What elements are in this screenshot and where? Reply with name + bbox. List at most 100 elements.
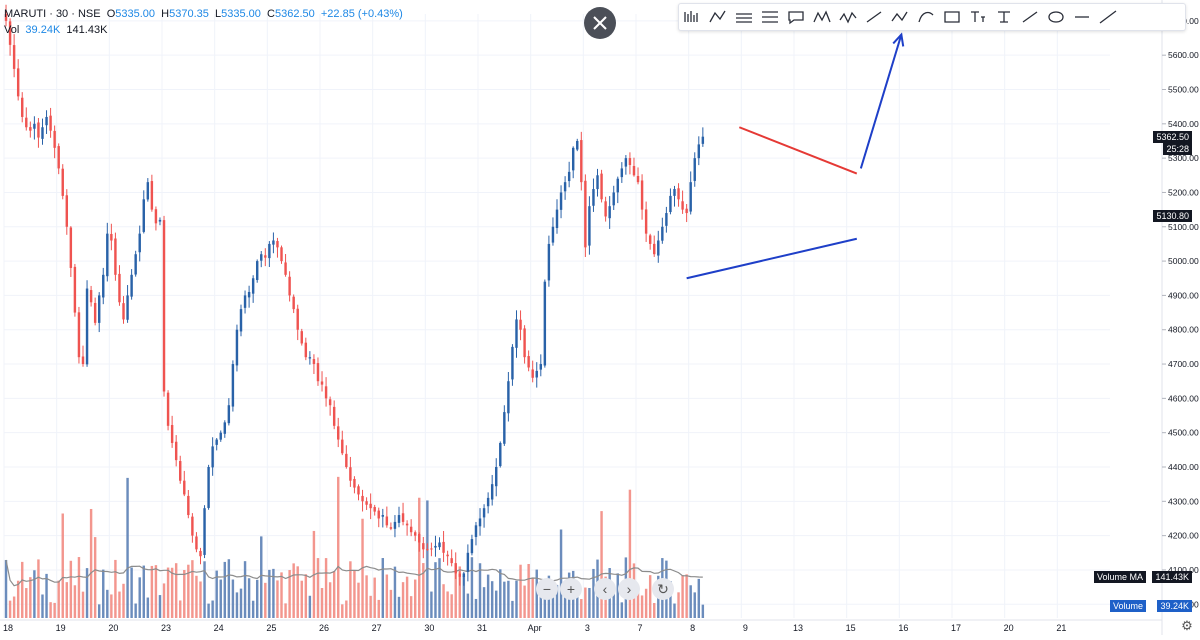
volume-bar bbox=[251, 600, 255, 618]
reset-chart-button[interactable]: ↻ bbox=[652, 578, 674, 600]
toolbar-button-abc-pattern[interactable] bbox=[887, 5, 913, 29]
volume-bar bbox=[4, 559, 8, 618]
volume-bar bbox=[332, 571, 336, 618]
toolbar-button-wave[interactable] bbox=[835, 5, 861, 29]
close-value: 5362.50 bbox=[274, 8, 315, 20]
time-axis[interactable]: 18 19 20 23 24 25 26 27 30 31 Apr 3 7 8 9 13 15 16 17 20 21 bbox=[0, 619, 1162, 633]
toolbar-button-xabcd-pattern[interactable] bbox=[809, 5, 835, 29]
volume-bar bbox=[114, 559, 117, 618]
volume-bar bbox=[37, 559, 40, 618]
candle-body bbox=[134, 254, 137, 275]
candle-body bbox=[450, 558, 453, 564]
candle-body bbox=[195, 536, 198, 550]
scroll-right-button[interactable]: › bbox=[618, 578, 640, 600]
volume-bar bbox=[478, 563, 482, 618]
volume-bar bbox=[499, 569, 502, 618]
volume-bar bbox=[426, 500, 429, 618]
toolbar-button-trend-line[interactable] bbox=[861, 5, 887, 29]
volume-bar bbox=[559, 529, 563, 618]
vol-label[interactable]: Vol bbox=[4, 24, 20, 36]
candle-body bbox=[207, 467, 210, 508]
candle-body bbox=[316, 363, 320, 382]
low-label: L bbox=[215, 8, 222, 20]
volume-bar bbox=[636, 587, 640, 618]
pitchfork-icon bbox=[762, 11, 778, 23]
toolbar-button-rectangle[interactable] bbox=[939, 5, 965, 29]
candle-body bbox=[478, 518, 482, 527]
toolbar-button-callout[interactable] bbox=[783, 5, 809, 29]
volume-bar bbox=[669, 581, 672, 618]
drawings[interactable] bbox=[686, 32, 905, 280]
close-button[interactable] bbox=[584, 7, 616, 39]
toolbar-button-ellipse[interactable] bbox=[1043, 5, 1069, 29]
candle-body bbox=[543, 281, 547, 366]
volume-bar bbox=[341, 604, 344, 618]
volume-bar bbox=[349, 561, 352, 618]
candle-body bbox=[657, 240, 660, 256]
volume-ma-tag-label: Volume MA bbox=[1093, 571, 1146, 583]
toolbar-button-horizontal-ray[interactable] bbox=[1069, 5, 1095, 29]
legend: MARUTI · 30 · NSE O5335.00 H5370.35 L533… bbox=[4, 6, 403, 38]
volume-bar bbox=[677, 592, 680, 618]
candle-body bbox=[486, 497, 490, 507]
volume-bar bbox=[397, 596, 401, 618]
candle-body bbox=[219, 432, 222, 440]
volume-bar bbox=[300, 580, 303, 618]
volume-bar bbox=[446, 591, 449, 618]
candle-body bbox=[608, 206, 611, 219]
volume-bar bbox=[648, 575, 652, 618]
volume-bar bbox=[701, 604, 705, 618]
candle-body bbox=[648, 235, 652, 244]
zoom-out-button[interactable]: − bbox=[536, 578, 558, 600]
toolbar-button-ray[interactable] bbox=[1017, 5, 1043, 29]
candle-body bbox=[499, 442, 502, 467]
price-axis[interactable]: 4000.004100.004200.004300.004400.004500.… bbox=[1161, 0, 1199, 635]
toolbar-button-extended-line[interactable] bbox=[1095, 5, 1121, 29]
toolbar-button-cursor-text[interactable] bbox=[991, 5, 1017, 29]
price-tick-label: 5200.00 bbox=[1168, 187, 1199, 197]
toolbar-button-curve[interactable] bbox=[913, 5, 939, 29]
toolbar-button-bars-pattern[interactable] bbox=[679, 5, 705, 29]
volume-bar bbox=[345, 600, 348, 618]
volume-bar bbox=[539, 585, 543, 618]
volume-bar bbox=[272, 568, 275, 618]
legend-symbol[interactable]: MARUTI · 30 · NSE bbox=[4, 8, 101, 20]
candle-body bbox=[57, 146, 60, 169]
drawing-toolbar bbox=[678, 3, 1186, 31]
candle-body bbox=[385, 516, 389, 526]
candle-body bbox=[130, 274, 133, 297]
toolbar-button-abcd-pattern[interactable] bbox=[705, 5, 731, 29]
volume-bar bbox=[381, 558, 385, 618]
volume-bar bbox=[653, 602, 656, 618]
volume-bar bbox=[580, 599, 583, 618]
candle-body bbox=[653, 243, 656, 255]
close-label: C bbox=[267, 8, 275, 20]
candle-body bbox=[16, 68, 20, 97]
candle-body bbox=[507, 381, 510, 414]
scroll-left-button[interactable]: ‹ bbox=[594, 578, 616, 600]
candle-body bbox=[45, 116, 48, 126]
volume-bar bbox=[126, 477, 129, 618]
toolbar-button-pitchfork[interactable] bbox=[757, 5, 783, 29]
candle-body bbox=[409, 526, 413, 533]
price-tick-label: 5000.00 bbox=[1168, 256, 1199, 266]
volume-bar bbox=[612, 589, 615, 618]
candle-body bbox=[118, 273, 121, 303]
volume-bar bbox=[255, 579, 259, 618]
candle-body bbox=[239, 309, 243, 332]
vol-value: 39.24K bbox=[25, 24, 61, 36]
candle-body bbox=[373, 507, 376, 512]
volume-bar bbox=[12, 596, 16, 618]
volume-bar bbox=[268, 569, 271, 618]
time-tick-label: 23 bbox=[161, 623, 171, 633]
abcd-pattern-icon bbox=[709, 10, 726, 23]
candle-body bbox=[596, 175, 599, 190]
settings-gear-icon[interactable]: ⚙ bbox=[1181, 618, 1193, 633]
volume-bar bbox=[195, 575, 198, 618]
toolbar-button-parallel-channel[interactable] bbox=[731, 5, 757, 29]
candle-body bbox=[328, 399, 332, 406]
toolbar-button-text-tool[interactable] bbox=[965, 5, 991, 29]
zoom-in-button[interactable]: + bbox=[560, 578, 582, 600]
